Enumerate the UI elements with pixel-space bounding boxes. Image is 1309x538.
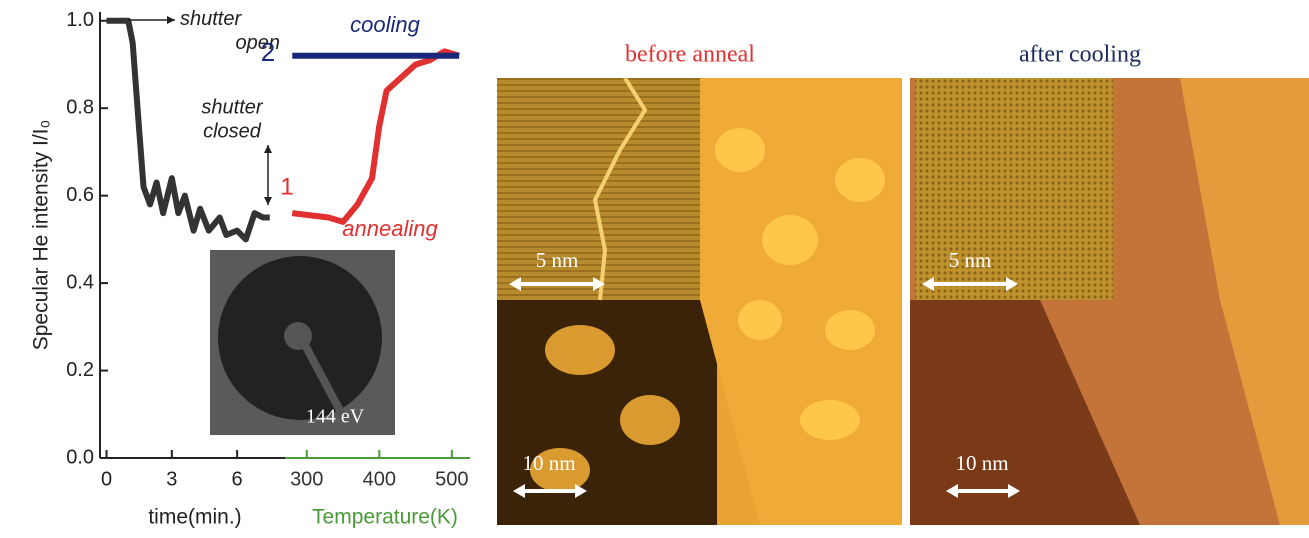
y-tick-label: 0.4 <box>66 271 94 293</box>
x2-tick-label: 500 <box>435 468 468 490</box>
x2-axis-label: Temperature(K) <box>312 506 458 529</box>
x2-tick-label: 400 <box>363 468 396 490</box>
scale-label: 5 nm <box>949 248 992 272</box>
panel-title: before anneal <box>625 42 755 68</box>
annotation: 144 eV <box>306 406 365 428</box>
leed-inset <box>210 250 395 435</box>
annotation: 1 <box>280 173 293 200</box>
x-tick-label: 0 <box>101 468 112 490</box>
annotation: cooling <box>350 12 420 37</box>
scale-label: 5 nm <box>536 248 579 272</box>
scale-label: 10 nm <box>955 451 1008 475</box>
x-tick-label: 6 <box>232 468 243 490</box>
y-tick-label: 0.6 <box>66 184 94 206</box>
arrow-head <box>167 16 175 24</box>
figure: 0.0 0.2 0.4 0.6 0.8 1.0 0 3 6 300 400 500 time(min.)… <box>0 0 1309 533</box>
x2-tick-label: 300 <box>290 468 323 490</box>
y-tick-label: 0.8 <box>66 96 94 118</box>
y-tick-label: 0.0 <box>66 446 94 468</box>
x-tick-label: 3 <box>166 468 177 490</box>
y-axis-label: Specular He intensity I/I₀ <box>30 120 53 351</box>
y-tick-label: 0.2 <box>66 359 94 381</box>
series-line <box>292 51 459 222</box>
panel-title: after cooling <box>1019 42 1141 68</box>
scale-label: 10 nm <box>522 451 575 475</box>
annotation-line: shutter <box>201 96 263 118</box>
annotation-line: closed <box>203 120 262 142</box>
y-tick-label: 1.0 <box>66 9 94 31</box>
x-axis-label: time(min.) <box>148 506 241 529</box>
annotation: annealing <box>342 216 438 241</box>
annotation: 2 <box>261 37 275 67</box>
